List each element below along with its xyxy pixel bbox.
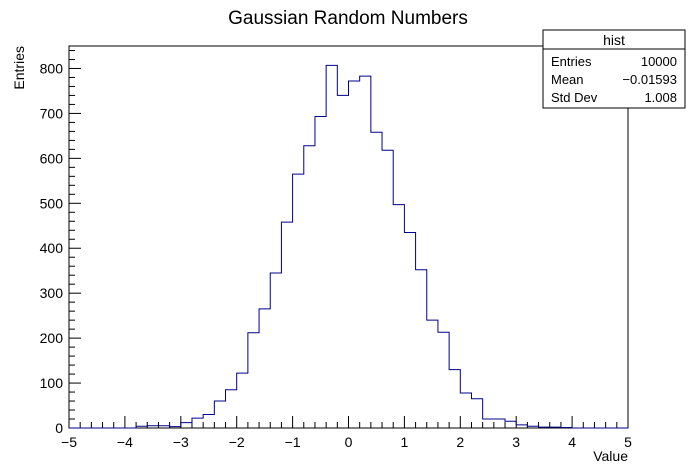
x-tick-label: 2 bbox=[456, 434, 464, 450]
x-axis: −5 −4 −3 −2 −1 0 1 2 3 4 5 bbox=[61, 416, 632, 450]
y-tick-label: 700 bbox=[40, 105, 64, 121]
histogram-bin bbox=[516, 425, 527, 428]
histogram-bin bbox=[494, 419, 505, 428]
histogram-bin bbox=[471, 399, 482, 428]
histogram-bin bbox=[449, 370, 460, 428]
y-tick-label: 100 bbox=[40, 375, 64, 391]
histogram-bins bbox=[136, 65, 572, 428]
x-tick-label: −4 bbox=[117, 434, 133, 450]
histogram-bin bbox=[170, 427, 181, 428]
x-tick-label: 3 bbox=[512, 434, 520, 450]
stats-entries-value: 10000 bbox=[641, 54, 677, 69]
stats-header: hist bbox=[603, 32, 625, 48]
histogram-bin bbox=[539, 427, 550, 428]
x-tick-label: −1 bbox=[285, 434, 301, 450]
x-tick-label: −3 bbox=[173, 434, 189, 450]
stats-entries-label: Entries bbox=[551, 54, 592, 69]
histogram-bin bbox=[259, 309, 270, 428]
x-tick-label: 5 bbox=[624, 434, 632, 450]
histogram-bin bbox=[304, 146, 315, 428]
histogram-bin bbox=[550, 427, 561, 428]
y-tick-label: 500 bbox=[40, 195, 64, 211]
histogram-bin bbox=[270, 273, 281, 428]
histogram-bin bbox=[203, 415, 214, 428]
y-axis: 0 100 200 300 400 500 600 700 800 bbox=[40, 49, 81, 436]
y-tick-label: 0 bbox=[55, 420, 63, 436]
histogram-bin bbox=[192, 418, 203, 428]
histogram-bin bbox=[226, 390, 237, 428]
histogram-bin bbox=[158, 426, 169, 428]
stats-stddev-value: 1.008 bbox=[644, 90, 677, 105]
y-tick-label: 300 bbox=[40, 285, 64, 301]
histogram-bin bbox=[460, 393, 471, 428]
stats-box: hist Entries 10000 Mean −0.01593 Std Dev… bbox=[542, 29, 686, 109]
stats-stddev-label: Std Dev bbox=[551, 90, 598, 105]
histogram-bin bbox=[416, 270, 427, 428]
histogram-bin bbox=[293, 174, 304, 428]
histogram-bin bbox=[315, 117, 326, 428]
histogram-outline bbox=[69, 64, 628, 429]
histogram-bin bbox=[382, 150, 393, 428]
histogram-bin bbox=[505, 421, 516, 428]
y-tick-label: 800 bbox=[40, 60, 64, 76]
histogram-bin bbox=[483, 419, 494, 428]
x-axis-label: Value bbox=[593, 448, 628, 464]
histogram-bin bbox=[214, 401, 225, 428]
y-axis-label: Entries bbox=[11, 46, 27, 90]
x-tick-label: 4 bbox=[568, 434, 576, 450]
y-tick-label: 600 bbox=[40, 150, 64, 166]
histogram-bin bbox=[527, 426, 538, 428]
histogram-bin bbox=[248, 333, 259, 428]
histogram-bin bbox=[147, 426, 158, 428]
histogram-bin bbox=[136, 426, 147, 428]
histogram-bin bbox=[393, 205, 404, 428]
histogram-bin bbox=[438, 332, 449, 428]
histogram-bin bbox=[349, 81, 360, 428]
stats-mean-label: Mean bbox=[551, 72, 584, 87]
x-tick-label: 1 bbox=[401, 434, 409, 450]
histogram-bin bbox=[360, 76, 371, 428]
histogram-bin bbox=[237, 373, 248, 428]
x-tick-label: −2 bbox=[229, 434, 245, 450]
y-tick-label: 400 bbox=[40, 240, 64, 256]
histogram-bin bbox=[337, 95, 348, 428]
x-tick-label: −5 bbox=[61, 434, 77, 450]
histogram-bin bbox=[281, 222, 292, 428]
histogram-bin bbox=[181, 423, 192, 428]
stats-mean-value: −0.01593 bbox=[622, 72, 677, 87]
histogram-bin bbox=[371, 132, 382, 428]
y-tick-label: 200 bbox=[40, 330, 64, 346]
x-tick-label: 0 bbox=[345, 434, 353, 450]
chart-title: Gaussian Random Numbers bbox=[228, 8, 468, 29]
histogram-bin bbox=[326, 65, 337, 428]
histogram-bin bbox=[427, 320, 438, 428]
histogram-bin bbox=[404, 233, 415, 428]
